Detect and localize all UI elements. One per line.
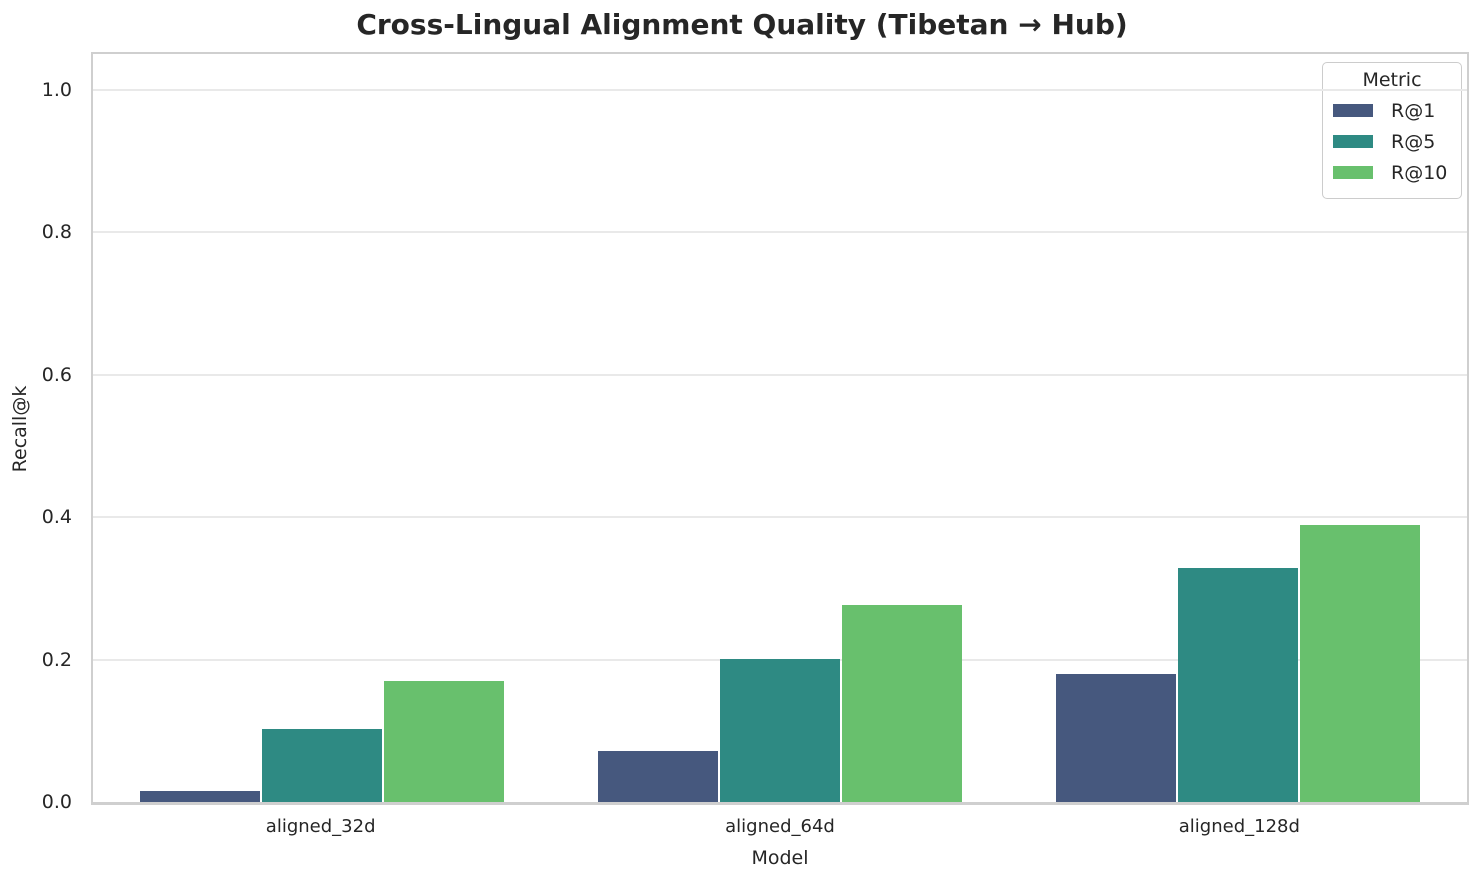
y-tick-label: 0.6	[41, 363, 72, 386]
gridline	[93, 516, 1467, 519]
x-tick-label-aligned_128d: aligned_128d	[1178, 816, 1300, 837]
y-axis-label: Recall@k	[9, 385, 31, 473]
x-tick-label-aligned_32d: aligned_32d	[265, 816, 376, 837]
y-axis-ticks: 0.0 0.2 0.4 0.6 0.8 1.0	[0, 54, 80, 813]
gridline	[93, 373, 1467, 376]
legend-item: R@1	[1333, 95, 1451, 126]
y-tick-label: 0.8	[41, 221, 72, 244]
bar-aligned_64d-r1	[597, 750, 718, 802]
legend-item-label: R@10	[1391, 161, 1448, 184]
bar-aligned_128d-r1	[1055, 673, 1176, 802]
bar-aligned_64d-r5	[719, 658, 841, 802]
x-tick-label-aligned_64d: aligned_64d	[725, 816, 835, 837]
bar-aligned_128d-r10	[1300, 524, 1421, 802]
legend-swatch-icon	[1333, 135, 1373, 148]
x-axis-ticks: aligned_32d aligned_64d aligned_128d	[91, 816, 1469, 842]
x-axis-label: Model	[751, 847, 809, 869]
y-tick-label: 0.2	[41, 648, 72, 671]
bar-aligned_128d-r5	[1177, 567, 1299, 802]
legend-item-label: R@1	[1391, 99, 1436, 122]
y-tick-label: 0.0	[41, 791, 72, 813]
legend: Metric R@1 R@5 R@10	[1322, 62, 1462, 199]
legend-items: R@1 R@5 R@10	[1333, 95, 1451, 188]
bar-aligned_32d-r10	[384, 680, 505, 802]
gridline	[93, 231, 1467, 234]
bar-aligned_32d-r1	[139, 791, 260, 802]
legend-item: R@5	[1333, 126, 1451, 157]
y-tick-label: 1.0	[41, 78, 72, 101]
legend-swatch-icon	[1333, 104, 1373, 117]
legend-item-label: R@5	[1391, 130, 1436, 153]
gridline	[93, 88, 1467, 91]
y-tick-label: 0.4	[41, 506, 72, 529]
plot-area: Metric R@1 R@5 R@10	[91, 52, 1469, 805]
bar-aligned_64d-r10	[842, 605, 963, 802]
legend-title: Metric	[1362, 69, 1422, 91]
bar-aligned_32d-r5	[261, 728, 383, 802]
legend-swatch-icon	[1333, 166, 1373, 179]
legend-item: R@10	[1333, 157, 1451, 188]
chart-title: Cross-Lingual Alignment Quality (Tibetan…	[356, 8, 1128, 41]
